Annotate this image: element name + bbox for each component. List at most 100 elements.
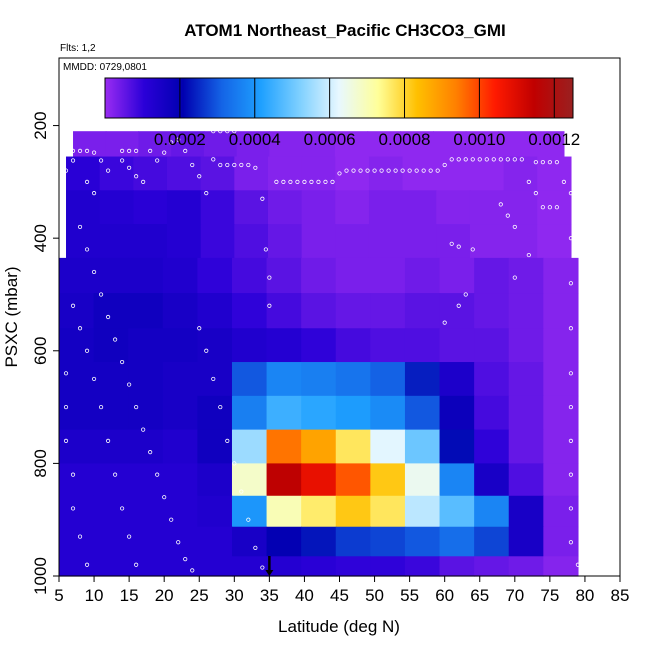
heatmap-cell xyxy=(439,429,475,464)
heatmap-cell xyxy=(301,463,337,497)
heatmap-cell xyxy=(301,495,337,528)
heatmap-cell xyxy=(543,463,579,497)
track-point xyxy=(63,404,69,410)
track-point xyxy=(267,303,272,308)
heatmap-cell xyxy=(370,463,406,497)
track-point xyxy=(63,438,69,443)
track-point xyxy=(232,162,237,168)
x-tick-label: 70 xyxy=(505,586,524,605)
plot-area: MMDD: 0729,0801 xyxy=(58,57,621,577)
heatmap-cell xyxy=(474,395,510,431)
y-axis: 200 400 600 800 1000 xyxy=(31,111,59,595)
heatmap-cell xyxy=(537,190,572,225)
heatmap-cell xyxy=(404,395,441,431)
track-point xyxy=(344,168,349,173)
heatmap-cell xyxy=(474,556,510,577)
track-point xyxy=(498,202,503,207)
heatmap-cell xyxy=(301,156,336,191)
heatmap-cell xyxy=(543,495,579,528)
heatmap-cell xyxy=(301,429,337,464)
track-point xyxy=(197,326,202,331)
track-point xyxy=(498,157,503,162)
track-point xyxy=(288,179,293,184)
heatmap-cell xyxy=(234,190,269,225)
heatmap-cell xyxy=(543,526,579,557)
heatmap-cell xyxy=(162,526,198,557)
heatmap-cell xyxy=(368,224,404,259)
x-tick-label: 20 xyxy=(155,586,174,605)
track-point xyxy=(365,168,370,173)
track-point xyxy=(84,348,90,353)
heatmap-cell xyxy=(370,328,406,363)
heatmap-cell xyxy=(474,257,510,294)
heatmap-cell xyxy=(105,131,140,158)
track-point xyxy=(330,179,335,184)
heatmap-cell xyxy=(162,328,198,363)
heatmap-cell xyxy=(166,156,202,191)
track-point xyxy=(127,382,132,387)
track-point xyxy=(77,148,83,154)
track-point xyxy=(568,404,574,410)
x-axis: 5 10 15 20 25 30 35 40 45 50 55 60 65 70 75 80 85 xyxy=(54,576,629,605)
heatmap-cell xyxy=(370,429,406,464)
heatmap-cell xyxy=(474,495,510,528)
heatmap-cell xyxy=(503,156,538,191)
heatmap-cell xyxy=(439,293,475,329)
track-point xyxy=(239,162,244,168)
heatmap-cell xyxy=(335,526,371,557)
track-point xyxy=(197,174,202,179)
track-point xyxy=(162,495,167,500)
heatmap-cell xyxy=(234,156,269,191)
heatmap-cell xyxy=(301,190,336,225)
heatmap-cell xyxy=(402,156,437,191)
x-tick-label: 80 xyxy=(575,586,594,605)
heatmap-cell xyxy=(301,526,337,557)
heatmap-cell xyxy=(439,526,475,557)
track-point xyxy=(470,247,475,252)
track-point xyxy=(84,179,90,184)
track-point xyxy=(77,326,83,331)
colorbar-gradient xyxy=(104,77,574,119)
heatmap-cell xyxy=(93,463,129,497)
track-point xyxy=(127,165,132,170)
heatmap-cell xyxy=(508,293,544,329)
heatmap-cell xyxy=(508,395,544,431)
heatmap-cell xyxy=(543,328,579,363)
colorbar-tick-label: 0.0008 xyxy=(379,130,431,149)
y-tick-label: 400 xyxy=(31,224,50,252)
heatmap-cell xyxy=(404,293,441,329)
heatmap-cell xyxy=(162,495,198,528)
track-point xyxy=(428,168,433,173)
x-tick-label: 10 xyxy=(85,586,104,605)
x-tick-label: 25 xyxy=(190,586,209,605)
x-tick-label: 30 xyxy=(225,586,244,605)
heatmap-cell xyxy=(302,131,336,158)
heatmap-cell xyxy=(301,224,336,259)
heatmap-cell xyxy=(370,257,406,294)
track-point xyxy=(98,158,104,163)
colorbar-tick-label: 0.0006 xyxy=(304,130,356,149)
track-point xyxy=(120,359,125,365)
heatmap-cell xyxy=(93,328,129,363)
heatmap-cell xyxy=(404,556,441,577)
heatmap-cell xyxy=(370,293,406,329)
track-point xyxy=(77,224,83,230)
heatmap-cell xyxy=(93,556,129,577)
track-point xyxy=(568,438,574,443)
heatmap-cell xyxy=(266,463,302,497)
heatmap-cell xyxy=(404,495,441,528)
track-point xyxy=(148,148,153,154)
track-point xyxy=(407,168,412,173)
track-point xyxy=(505,157,510,162)
heatmap-cell xyxy=(93,362,129,397)
heatmap-cell xyxy=(531,131,565,158)
heatmap-cell xyxy=(537,224,572,259)
track-point xyxy=(267,275,272,280)
flights-note: Flts: 1,2 xyxy=(60,43,96,54)
track-point xyxy=(449,241,454,246)
track-point xyxy=(561,179,567,184)
track-point xyxy=(568,506,574,511)
heatmap-cell xyxy=(439,362,475,397)
heatmap-cell xyxy=(59,495,95,528)
